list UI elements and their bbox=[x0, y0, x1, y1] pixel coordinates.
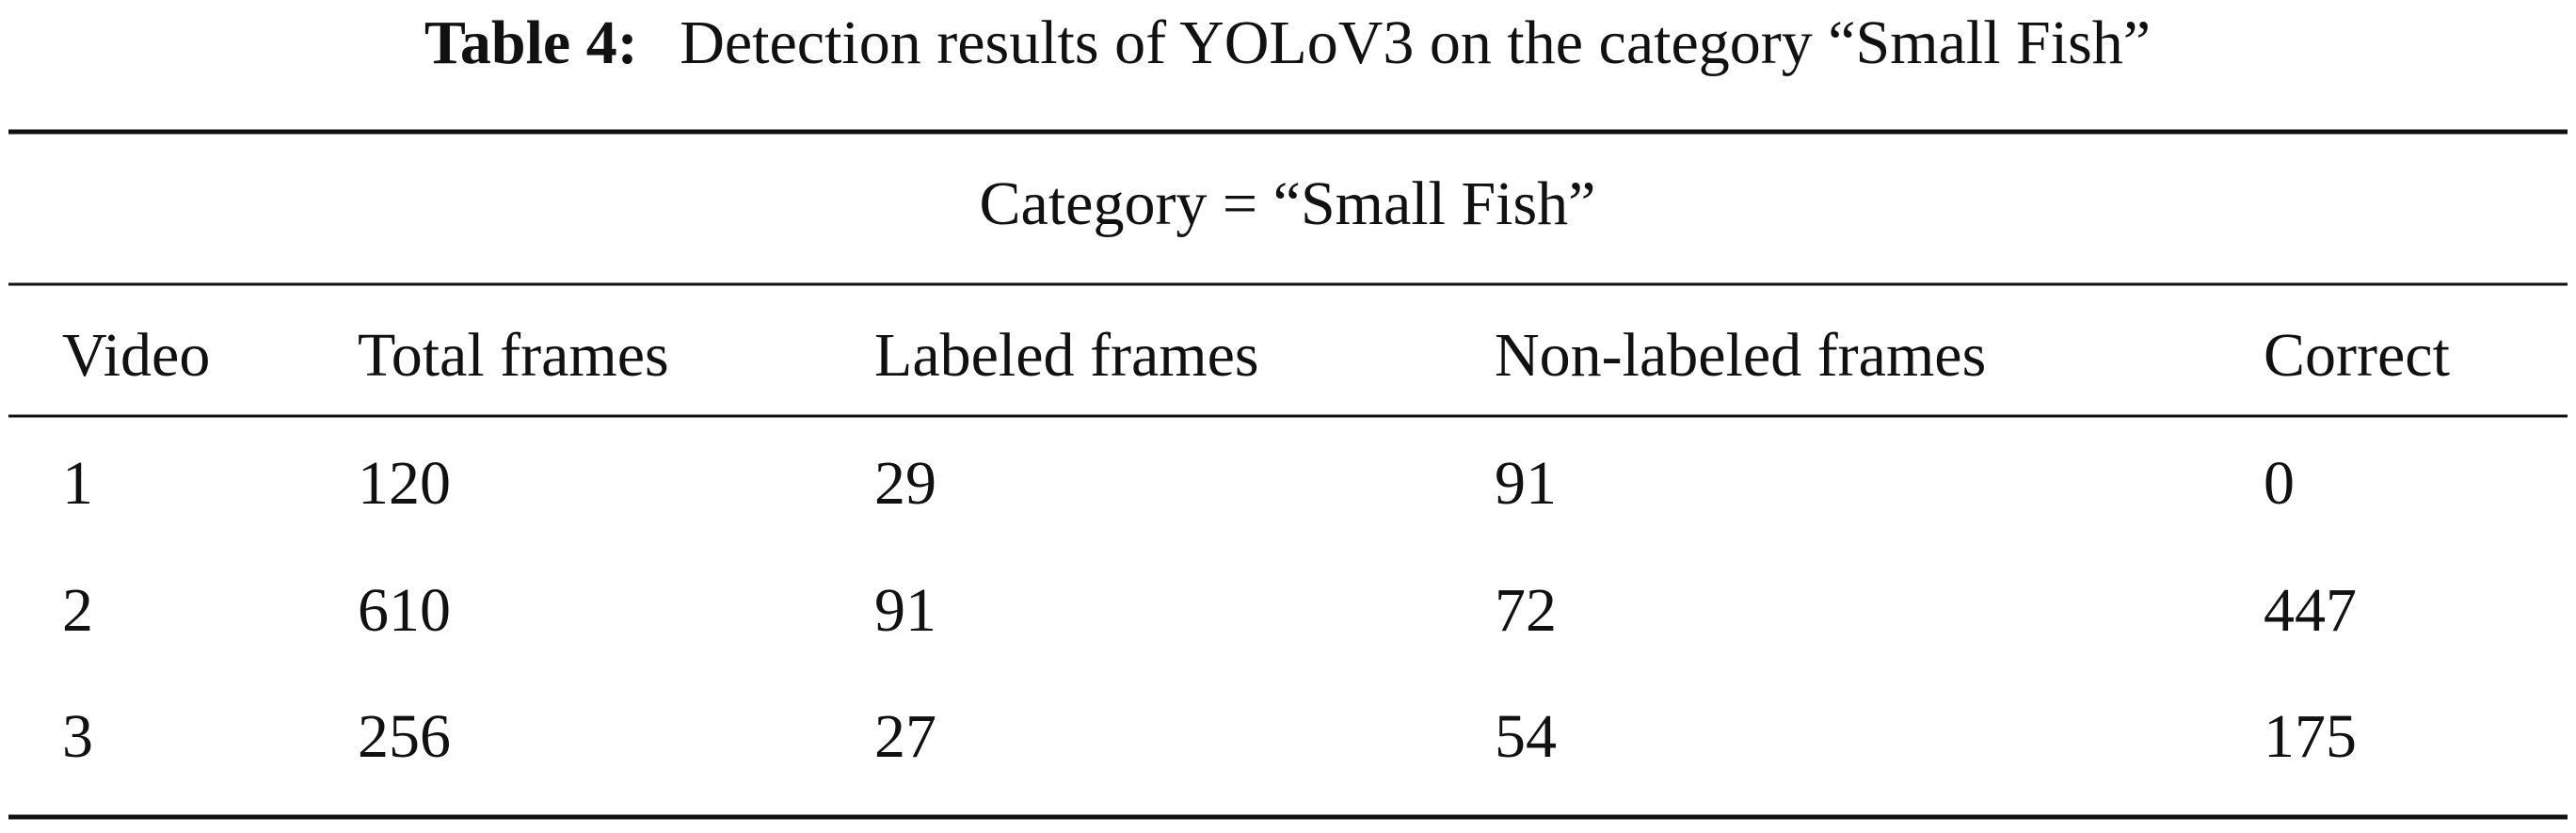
table-cell: 0 bbox=[2264, 449, 2295, 518]
table-cell: 610 bbox=[358, 576, 451, 645]
column-header: Correct bbox=[2264, 321, 2450, 390]
table-cell: 447 bbox=[2264, 576, 2357, 645]
table-cell: 72 bbox=[1495, 576, 1557, 645]
table-cell: 27 bbox=[874, 702, 936, 771]
column-header: Non-labeled frames bbox=[1495, 321, 1986, 390]
table-cell: 1 bbox=[62, 449, 93, 518]
table-cell: 91 bbox=[874, 576, 936, 645]
table-cell: 54 bbox=[1495, 702, 1557, 771]
table-cell: 2 bbox=[62, 576, 93, 645]
table-cell: 120 bbox=[358, 449, 451, 518]
table-cell: 256 bbox=[358, 702, 451, 771]
table-cell: 3 bbox=[62, 702, 93, 771]
table-cell: 175 bbox=[2264, 702, 2357, 771]
caption-text: Detection results of YOLoV3 on the categ… bbox=[680, 8, 2151, 77]
table-cell: 91 bbox=[1495, 449, 1557, 518]
caption-label: Table 4: bbox=[424, 8, 638, 77]
column-header: Video bbox=[62, 321, 210, 390]
column-header: Total frames bbox=[358, 321, 669, 390]
column-header: Labeled frames bbox=[874, 321, 1259, 390]
table-caption: Table 4: Detection results of YOLoV3 on … bbox=[424, 8, 2151, 77]
table-cell: 29 bbox=[874, 449, 936, 518]
group-header: Category = “Small Fish” bbox=[980, 169, 1596, 238]
